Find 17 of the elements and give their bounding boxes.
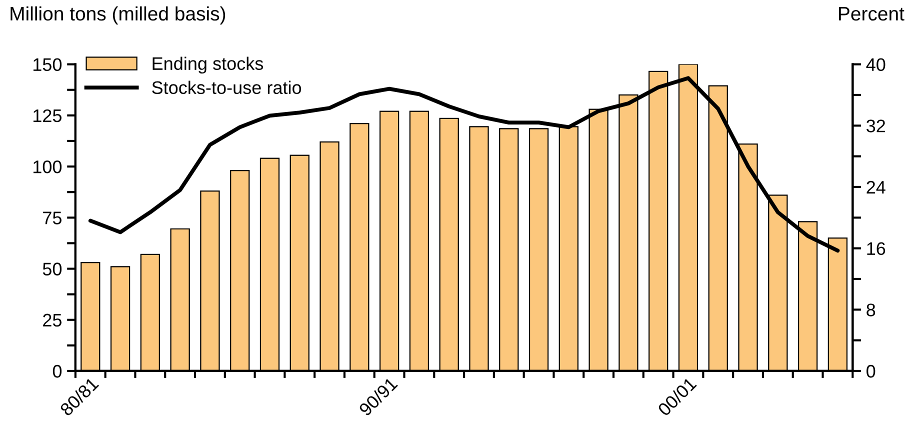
y-tick-label: 75 bbox=[43, 212, 62, 224]
legend-label: Stocks-to-use ratio bbox=[152, 80, 302, 94]
y-tick-label: 25 bbox=[43, 314, 62, 327]
y-tick-label: 125 bbox=[34, 109, 62, 122]
y-axis-title: Million tons (milled basis) bbox=[10, 6, 226, 24]
y2-axis-title: Percent bbox=[839, 7, 904, 21]
y-tick-label: 100 bbox=[34, 160, 62, 174]
y-tick-label: 0 bbox=[52, 364, 62, 378]
y-tick-label: 150 bbox=[34, 58, 62, 72]
y-tick-label: 50 bbox=[42, 262, 62, 276]
y2-tick-label: 40 bbox=[866, 58, 886, 72]
y2-tick-label: 24 bbox=[866, 180, 886, 194]
legend-label: Ending stocks bbox=[152, 56, 264, 74]
y2-tick-label: 0 bbox=[866, 364, 876, 378]
y2-tick-label: 8 bbox=[866, 304, 876, 316]
y2-tick-label: 32 bbox=[866, 120, 886, 132]
y2-tick-label: 16 bbox=[867, 242, 886, 256]
